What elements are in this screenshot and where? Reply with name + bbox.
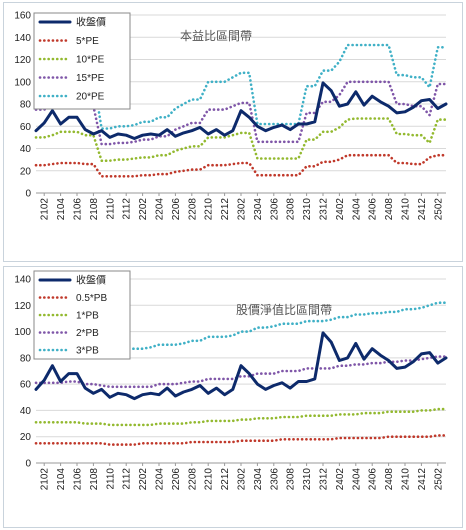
legend: 收盤價 0.5*PB 1*PB 2*PB 3*PB bbox=[33, 270, 131, 360]
x-tick-label: 2202 bbox=[138, 468, 149, 491]
series-line-4 bbox=[34, 43, 448, 130]
series-line-0 bbox=[34, 81, 448, 140]
x-tick-label: 2310 bbox=[302, 468, 313, 491]
x-tick-label: 2108 bbox=[89, 468, 100, 491]
y-tick-label: 40 bbox=[20, 144, 32, 155]
x-tick-label: 2102 bbox=[40, 468, 51, 491]
legend-label: 收盤價 bbox=[76, 16, 106, 29]
series-line-2 bbox=[34, 117, 448, 162]
series-line-2 bbox=[34, 407, 448, 427]
x-tick-label: 2212 bbox=[220, 468, 231, 491]
y-tick-label: 120 bbox=[14, 55, 31, 66]
legend: 收盤價 5*PE 10*PE 15*PE 20*PE bbox=[33, 12, 131, 110]
x-tick-label: 2104 bbox=[56, 468, 67, 491]
chart-title: 本益比區間帶 bbox=[180, 29, 252, 43]
x-tick-label: 2406 bbox=[368, 468, 379, 491]
y-tick-label: 20 bbox=[20, 166, 32, 177]
x-tick-label: 2302 bbox=[237, 468, 248, 491]
x-tick-label: 2404 bbox=[351, 198, 362, 221]
x-tick-label: 2406 bbox=[368, 198, 379, 221]
legend-label: 收盤價 bbox=[76, 274, 106, 287]
x-tick-label: 2410 bbox=[401, 468, 412, 491]
legend-label: 2*PB bbox=[76, 328, 99, 339]
legend-label: 3*PB bbox=[76, 346, 99, 357]
x-tick-label: 2306 bbox=[269, 468, 280, 491]
legend-label: 15*PE bbox=[76, 73, 105, 84]
x-tick-label: 2412 bbox=[417, 198, 428, 221]
x-tick-label: 2404 bbox=[351, 468, 362, 491]
pb-band-chart-panel: 0 20 40 60 80 100 120 140 2102 2104 2106 2108 2110 21… bbox=[3, 266, 463, 528]
x-tick-label: 2312 bbox=[319, 198, 330, 221]
x-tick-label: 2106 bbox=[73, 468, 84, 491]
x-tick-label: 2110 bbox=[105, 468, 116, 490]
x-tick-label: 2104 bbox=[56, 198, 67, 221]
y-tick-label: 80 bbox=[20, 353, 32, 364]
x-tick-label: 2412 bbox=[417, 468, 428, 491]
y-tick-label: 100 bbox=[14, 77, 31, 88]
y-tick-label: 140 bbox=[14, 33, 31, 44]
x-tick-label: 2308 bbox=[286, 468, 297, 491]
x-tick-label: 2402 bbox=[335, 468, 346, 491]
x-tick-label: 2110 bbox=[105, 198, 116, 220]
x-tick-label: 2310 bbox=[302, 198, 313, 221]
x-tick-label: 2410 bbox=[401, 198, 412, 221]
legend-label: 5*PE bbox=[76, 36, 99, 47]
y-tick-label: 0 bbox=[25, 459, 31, 470]
x-tick-label: 2206 bbox=[171, 468, 182, 491]
x-tick-label: 2206 bbox=[171, 198, 182, 221]
chart-title: 股價淨值比區間帶 bbox=[236, 302, 332, 317]
legend-label: 20*PE bbox=[76, 92, 105, 103]
series-line-3 bbox=[34, 355, 448, 389]
x-tick-label: 2304 bbox=[253, 198, 264, 221]
legend-box bbox=[33, 12, 131, 110]
x-tick-label: 2204 bbox=[155, 468, 166, 491]
x-tick-label: 2108 bbox=[89, 198, 100, 221]
x-tick-label: 2210 bbox=[204, 198, 215, 221]
series-line-1 bbox=[34, 153, 448, 178]
x-tick-label: 2106 bbox=[73, 198, 84, 221]
x-tick-label: 2408 bbox=[384, 198, 395, 221]
x-tick-label: 2212 bbox=[220, 198, 231, 221]
x-tick-label: 2210 bbox=[204, 468, 215, 491]
x-tick-label: 2306 bbox=[269, 198, 280, 221]
pe-band-chart-panel: 0 20 40 60 80 100 120 140 160 2102 2104 2106 2108 211… bbox=[3, 2, 463, 262]
x-tick-label: 2112 bbox=[122, 468, 133, 490]
y-tick-label: 60 bbox=[20, 122, 32, 133]
y-tick-label: 40 bbox=[20, 406, 32, 417]
y-tick-label: 140 bbox=[14, 275, 31, 286]
x-tick-label: 2502 bbox=[433, 198, 444, 221]
legend-label: 1*PB bbox=[76, 311, 99, 322]
pb-band-chart: 0 20 40 60 80 100 120 140 2102 2104 2106 2108 2110 21… bbox=[14, 270, 448, 491]
x-tick-label: 2308 bbox=[286, 198, 297, 221]
x-tick-label: 2208 bbox=[187, 468, 198, 491]
x-tick-label: 2408 bbox=[384, 468, 395, 491]
x-tick-label: 2204 bbox=[155, 198, 166, 221]
series-line-0 bbox=[34, 331, 448, 401]
x-tick-label: 2312 bbox=[319, 468, 330, 491]
legend-label: 0.5*PB bbox=[76, 293, 107, 304]
pe-band-chart: 0 20 40 60 80 100 120 140 160 2102 2104 2106 2108 211… bbox=[14, 11, 448, 221]
legend-label: 10*PE bbox=[76, 55, 105, 66]
series-line-1 bbox=[34, 434, 448, 446]
y-tick-label: 160 bbox=[14, 11, 31, 22]
x-tick-label: 2502 bbox=[433, 468, 444, 491]
y-tick-label: 20 bbox=[20, 432, 32, 443]
y-tick-label: 100 bbox=[14, 327, 31, 338]
y-tick-label: 60 bbox=[20, 380, 32, 391]
x-tick-label: 2402 bbox=[335, 198, 346, 221]
x-tick-label: 2202 bbox=[138, 198, 149, 221]
x-tick-label: 2208 bbox=[187, 198, 198, 221]
y-tick-label: 80 bbox=[20, 100, 32, 111]
x-tick-label: 2302 bbox=[237, 198, 248, 221]
x-tick-label: 2304 bbox=[253, 468, 264, 491]
y-tick-label: 120 bbox=[14, 301, 31, 312]
y-tick-label: 0 bbox=[25, 189, 31, 200]
x-tick-label: 2112 bbox=[122, 198, 133, 220]
x-tick-label: 2102 bbox=[40, 198, 51, 221]
